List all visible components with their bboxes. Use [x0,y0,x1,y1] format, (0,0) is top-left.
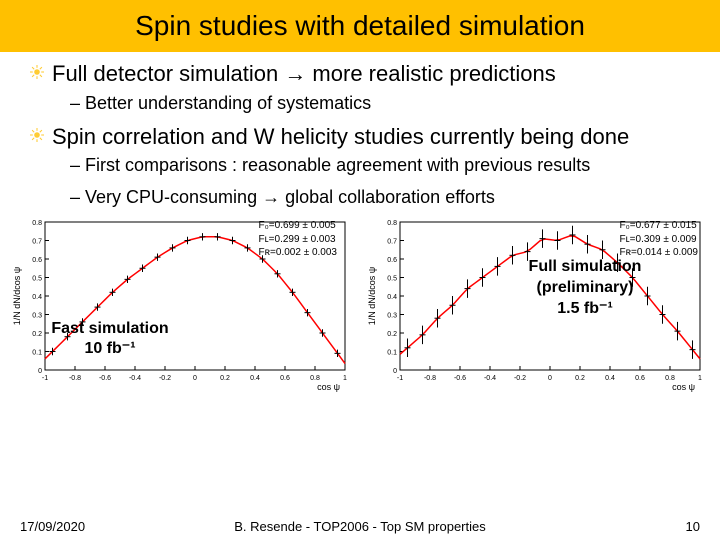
svg-text:-1: -1 [42,375,48,382]
footer-page: 10 [686,519,700,534]
right-chart-label: Full simulation (preliminary) 1.5 fb⁻¹ [510,257,660,319]
svg-text:0.3: 0.3 [32,313,42,320]
svg-text:0: 0 [548,375,552,382]
right-label-line2: (preliminary) [510,278,660,299]
svg-text:-1: -1 [397,375,403,382]
svg-text:0.8: 0.8 [32,220,42,227]
bullet-1-sub-1: – Better understanding of systematics [70,92,690,115]
left-label-line1: Fast simulation [50,319,170,340]
svg-text:0.4: 0.4 [605,375,615,382]
left-chart-params: F₀=0.699 ± 0.005 Fʟ=0.299 ± 0.003 Fʀ=0.0… [259,219,337,260]
svg-text:cos ψ: cos ψ [672,382,695,392]
svg-text:0.1: 0.1 [387,350,397,357]
footer-center: B. Resende - TOP2006 - Top SM properties [234,519,485,534]
svg-text:-0.6: -0.6 [454,375,466,382]
svg-text:0.6: 0.6 [635,375,645,382]
svg-text:-0.8: -0.8 [424,375,436,382]
svg-text:0.3: 0.3 [387,313,397,320]
footer-date: 17/09/2020 [20,519,85,534]
bullet-2-text: Spin correlation and W helicity studies … [52,123,629,151]
svg-text:0.4: 0.4 [32,294,42,301]
svg-text:0.4: 0.4 [250,375,260,382]
svg-text:1: 1 [698,375,702,382]
svg-text:0.8: 0.8 [387,220,397,227]
svg-text:0: 0 [393,368,397,375]
param-fr: Fʀ=0.002 ± 0.003 [259,246,337,260]
left-chart-label: Fast simulation 10 fb⁻¹ [50,319,170,361]
right-chart: -1 -0.8 -0.6 -0.4 -0.2 0 0.2 0.4 0.6 0.8 1 0 0.1 0.2 0… [365,217,710,392]
param-f0: F₀=0.699 ± 0.005 [259,219,337,233]
page-title: Spin studies with detailed simulation [20,10,700,42]
svg-text:0.6: 0.6 [280,375,290,382]
svg-text:0.7: 0.7 [32,239,42,246]
bullet-1: Full detector simulation → more realisti… [30,60,690,88]
sun-icon [30,65,44,79]
svg-text:0.5: 0.5 [32,276,42,283]
svg-text:-0.4: -0.4 [129,375,141,382]
svg-text:-0.2: -0.2 [159,375,171,382]
svg-text:-0.6: -0.6 [99,375,111,382]
svg-text:1/N dN/dcos ψ: 1/N dN/dcos ψ [12,267,22,325]
svg-text:0: 0 [38,368,42,375]
bullet-2: Spin correlation and W helicity studies … [30,123,690,151]
right-chart-params: F₀=0.677 ± 0.015 Fʟ=0.309 ± 0.009 Fʀ=0.0… [620,219,698,260]
left-label-line2: 10 fb⁻¹ [50,339,170,360]
svg-text:0.1: 0.1 [32,350,42,357]
svg-text:0.8: 0.8 [665,375,675,382]
svg-text:1: 1 [343,375,347,382]
sun-icon [30,128,44,142]
svg-text:-0.8: -0.8 [69,375,81,382]
bullet-2-sub-2: – Very CPU-consuming → global collaborat… [70,186,690,209]
svg-text:0.6: 0.6 [387,257,397,264]
param-fl: Fʟ=0.309 ± 0.009 [620,233,698,247]
right-label-line1: Full simulation [510,257,660,278]
svg-text:1/N dN/dcos ψ: 1/N dN/dcos ψ [367,267,377,325]
charts-row: -1 -0.8 -0.6 -0.4 -0.2 0 0.2 0.4 0.6 0.8 1 0 0.1 0.2 0… [0,217,720,392]
svg-text:-0.4: -0.4 [484,375,496,382]
footer: 17/09/2020 B. Resende - TOP2006 - Top SM… [0,519,720,534]
param-f0: F₀=0.677 ± 0.015 [620,219,698,233]
svg-text:0.2: 0.2 [32,331,42,338]
svg-text:0.5: 0.5 [387,276,397,283]
svg-text:0.6: 0.6 [32,257,42,264]
param-fl: Fʟ=0.299 ± 0.003 [259,233,337,247]
svg-text:0.7: 0.7 [387,239,397,246]
svg-text:cos ψ: cos ψ [317,382,340,392]
svg-text:0.4: 0.4 [387,294,397,301]
right-label-line3: 1.5 fb⁻¹ [510,299,660,320]
title-banner: Spin studies with detailed simulation [0,0,720,52]
left-chart: -1 -0.8 -0.6 -0.4 -0.2 0 0.2 0.4 0.6 0.8 1 0 0.1 0.2 0… [10,217,355,392]
bullet-1-text: Full detector simulation → more realisti… [52,60,556,88]
content-area: Full detector simulation → more realisti… [0,52,720,209]
svg-text:0: 0 [193,375,197,382]
svg-text:-0.2: -0.2 [514,375,526,382]
bullet-2-sub-1: – First comparisons : reasonable agreeme… [70,154,690,177]
svg-text:0.2: 0.2 [387,331,397,338]
svg-text:0.8: 0.8 [310,375,320,382]
svg-text:0.2: 0.2 [575,375,585,382]
svg-text:0.2: 0.2 [220,375,230,382]
